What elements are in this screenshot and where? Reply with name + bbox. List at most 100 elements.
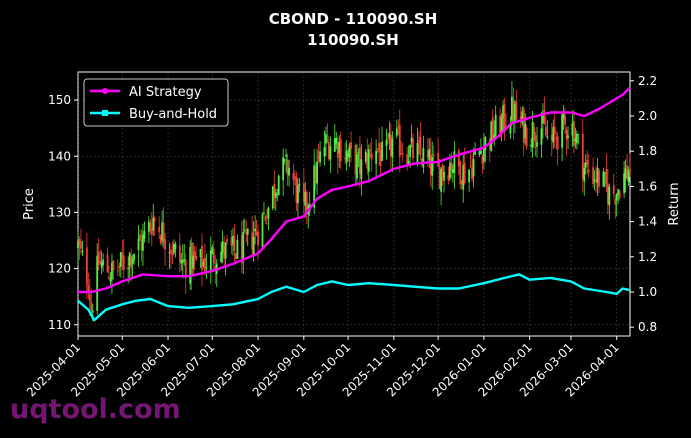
- candle-body: [612, 185, 615, 195]
- candle-body: [410, 137, 413, 143]
- candle-body: [195, 255, 197, 260]
- candle-body: [419, 136, 422, 155]
- candle-body: [162, 222, 165, 244]
- candle-body: [542, 113, 544, 124]
- candle-body: [158, 226, 161, 233]
- candle-body: [555, 137, 558, 140]
- candle-body: [276, 194, 279, 196]
- candle-body: [96, 256, 99, 311]
- candle-body: [571, 122, 574, 136]
- candle-body: [263, 213, 265, 215]
- candle-body: [329, 146, 332, 160]
- legend-marker-ai-strategy: [102, 88, 108, 94]
- candle-body: [614, 198, 617, 205]
- legend-label-ai-strategy: AI Strategy: [129, 85, 202, 100]
- candle-body: [233, 235, 236, 251]
- candle-body: [220, 251, 223, 262]
- candle-body: [108, 276, 110, 280]
- candle-body: [137, 238, 140, 251]
- candle-body: [199, 249, 202, 257]
- candle-body: [595, 179, 597, 183]
- y-tick-label: 130: [48, 205, 71, 219]
- candle-body: [91, 310, 94, 313]
- candle-body: [550, 134, 553, 141]
- candle-body: [90, 302, 93, 311]
- candle-body: [347, 154, 349, 157]
- candle-body: [629, 169, 631, 173]
- candle-body: [416, 143, 419, 163]
- candle-body: [184, 260, 187, 279]
- candle-body: [164, 238, 166, 250]
- candle-body: [80, 241, 82, 249]
- candle-body: [102, 259, 104, 265]
- candle-body: [298, 184, 301, 186]
- y2-tick-label: 1.2: [638, 250, 657, 264]
- candle-body: [81, 250, 84, 253]
- candle-body: [246, 228, 249, 235]
- candle-body: [534, 135, 537, 142]
- candle-body: [251, 232, 254, 250]
- candle-body: [170, 249, 172, 254]
- series-line-ai-strategy: [78, 86, 631, 294]
- line-series: [77, 86, 631, 322]
- candle-body: [530, 145, 533, 147]
- candle-body: [359, 147, 361, 174]
- candle-body: [437, 152, 440, 167]
- candlestick-series: [77, 81, 631, 322]
- candle-body: [317, 156, 320, 158]
- candle-body: [556, 136, 559, 150]
- candle-body: [266, 223, 268, 224]
- candle-body: [378, 142, 380, 152]
- candle-body: [447, 174, 450, 181]
- candle-body: [111, 262, 113, 280]
- candle-body: [192, 255, 195, 269]
- candle-body: [577, 134, 580, 135]
- candle-body: [85, 247, 88, 285]
- candle-body: [294, 176, 296, 178]
- candle-body: [252, 236, 255, 255]
- candle-body: [128, 253, 131, 266]
- candle-body: [398, 124, 401, 157]
- candle-body: [274, 192, 277, 198]
- candle-body: [202, 262, 205, 266]
- candle-body: [472, 159, 475, 177]
- legend: AI Strategy Buy-and-Hold: [83, 78, 229, 127]
- candle-body: [531, 122, 534, 148]
- candle-body: [602, 171, 605, 187]
- candle-body: [586, 160, 589, 165]
- candle-body: [584, 162, 587, 168]
- candle-body: [333, 138, 336, 152]
- candle-body: [426, 150, 429, 157]
- candle-body: [564, 115, 566, 125]
- candle-body: [338, 142, 341, 154]
- candle-body: [326, 139, 329, 141]
- candle-body: [149, 223, 152, 230]
- candle-body: [605, 168, 608, 185]
- candle-body: [544, 126, 547, 136]
- candle-body: [209, 250, 212, 271]
- candle-body: [395, 128, 398, 136]
- candle-body: [453, 151, 456, 173]
- candle-body: [88, 294, 91, 302]
- candle-body: [407, 160, 410, 165]
- candle-body: [432, 154, 435, 156]
- candle-body: [519, 116, 522, 122]
- chart-title: CBOND - 110090.SH: [269, 10, 438, 28]
- candle-body: [457, 150, 460, 167]
- candle-body: [242, 231, 245, 260]
- candle-body: [100, 262, 103, 268]
- candle-body: [491, 117, 494, 141]
- candle-body: [224, 242, 227, 259]
- candle-body: [565, 129, 568, 140]
- candle-body: [388, 133, 391, 138]
- candle-body: [257, 231, 259, 246]
- candle-body: [286, 159, 289, 176]
- candle-body: [236, 239, 239, 259]
- candle-body: [226, 239, 228, 242]
- candle-body: [503, 104, 506, 130]
- y2-tick-label: 1.0: [638, 285, 657, 299]
- candle-body: [409, 145, 411, 158]
- candle-body: [325, 134, 327, 144]
- candle-body: [509, 123, 512, 134]
- candle-body: [273, 184, 276, 198]
